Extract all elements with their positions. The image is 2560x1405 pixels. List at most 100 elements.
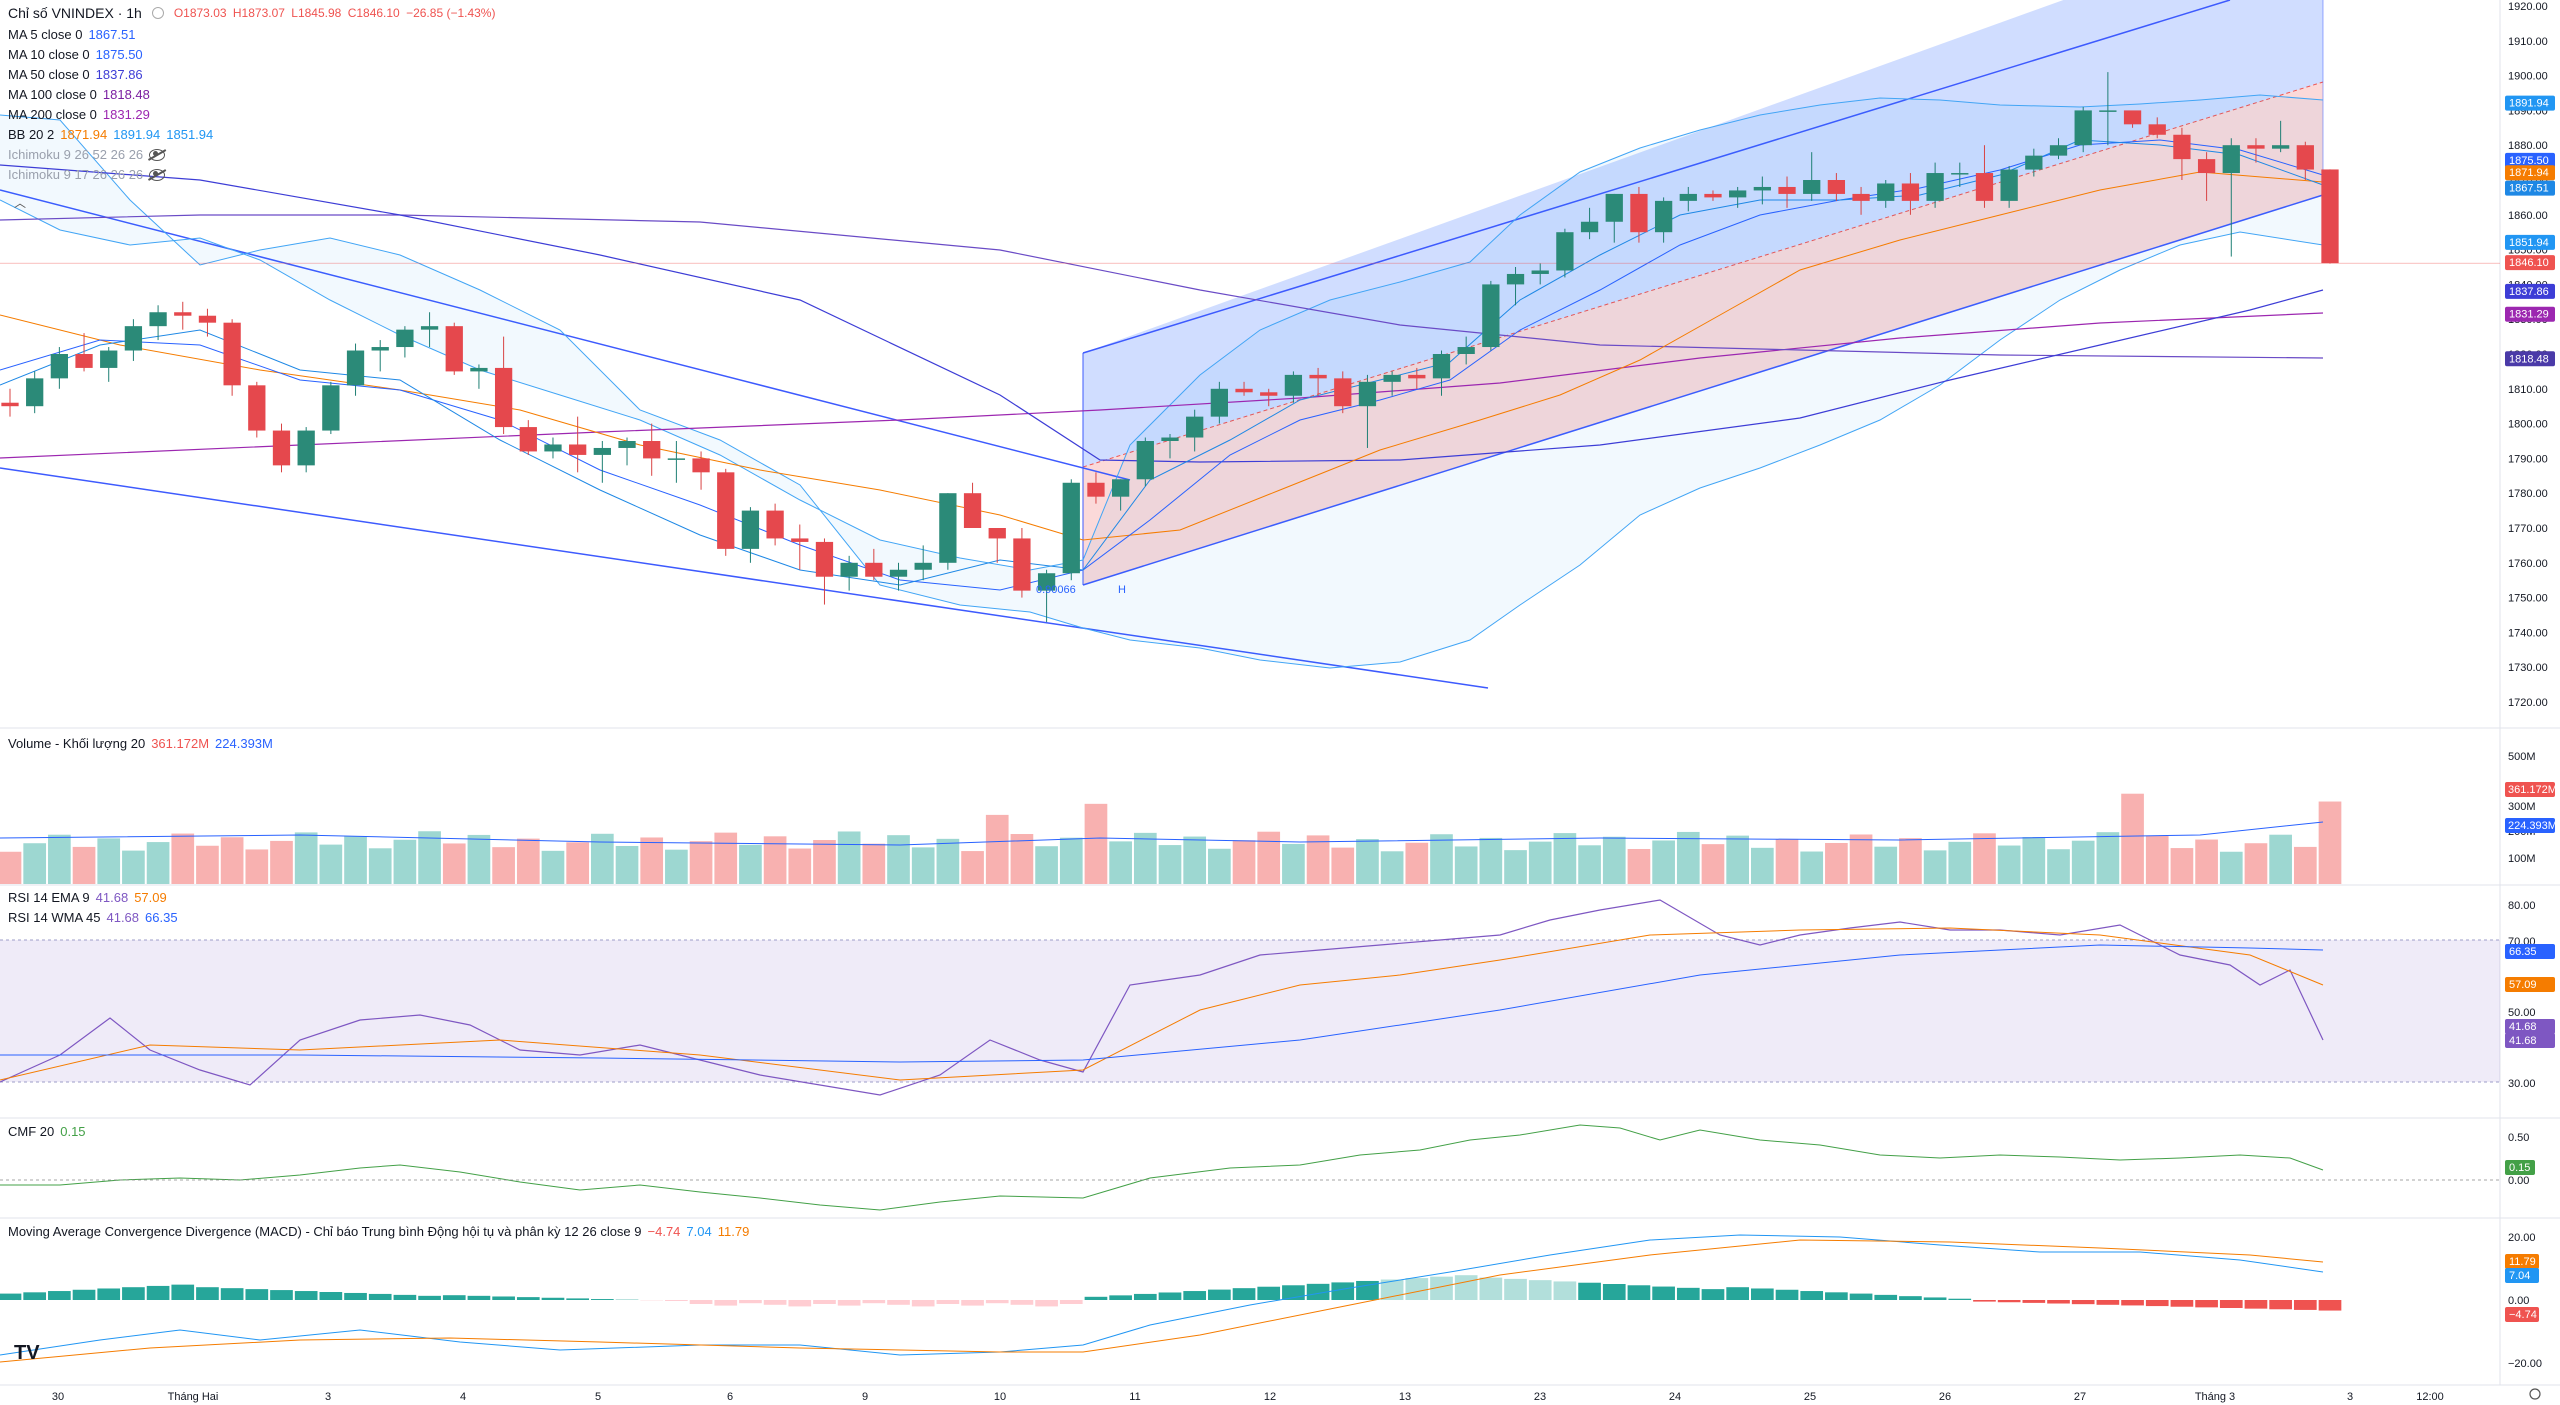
volume-bar bbox=[936, 838, 960, 884]
candle bbox=[470, 364, 488, 389]
candle bbox=[2321, 169, 2339, 264]
candle-body bbox=[1704, 193, 1722, 198]
candle bbox=[1556, 228, 1574, 278]
hidden-eye-icon[interactable] bbox=[149, 169, 166, 181]
legend-ichimoku-1[interactable]: Ichimoku 9 26 52 26 26 bbox=[8, 145, 213, 165]
volume-bar bbox=[418, 831, 441, 884]
legend-ichimoku-2[interactable]: Ichimoku 9 17 26 26 26 bbox=[8, 165, 213, 185]
candle-body bbox=[1531, 270, 1549, 274]
macd-histogram-bar bbox=[516, 1297, 540, 1300]
candle bbox=[2049, 138, 2068, 160]
cmf-legend[interactable]: CMF 20 0.15 bbox=[8, 1124, 86, 1139]
candle-body bbox=[1975, 173, 1994, 201]
candle bbox=[2099, 72, 2117, 146]
legend-ma5[interactable]: MA 5 close 0 1867.51 bbox=[8, 27, 136, 42]
macd-histogram-bar bbox=[1331, 1282, 1355, 1300]
candle-body bbox=[643, 441, 661, 459]
time-tick-label: 24 bbox=[1669, 1391, 1681, 1403]
macd-histogram-bar bbox=[1825, 1292, 1848, 1300]
macd-histogram-bar bbox=[2244, 1300, 2268, 1309]
rsi-pill-label: 57.09 bbox=[2509, 979, 2537, 991]
candle-body bbox=[2000, 169, 2018, 201]
candle-body bbox=[420, 326, 439, 330]
volume-bar bbox=[171, 833, 195, 884]
macd-histogram-bar bbox=[1997, 1300, 2021, 1303]
price-pill bbox=[2505, 283, 2555, 299]
macd-histogram-bar bbox=[1948, 1298, 1972, 1300]
rsi-tick-label: 80.00 bbox=[2508, 900, 2536, 912]
candle bbox=[1630, 186, 1648, 243]
candle bbox=[1334, 371, 1352, 414]
candle bbox=[1136, 437, 1154, 487]
macd-tick-label: −20.00 bbox=[2508, 1358, 2542, 1370]
legend-ma10[interactable]: MA 10 close 0 1875.50 bbox=[8, 47, 143, 62]
macd-pill-label: 11.79 bbox=[2509, 1256, 2536, 1268]
volume-bar bbox=[1751, 847, 1774, 884]
ma100-line bbox=[0, 214, 2324, 359]
hidden-eye-icon[interactable] bbox=[149, 149, 166, 161]
candle bbox=[1235, 381, 1253, 396]
candle bbox=[914, 545, 932, 581]
macd-pill bbox=[2505, 1268, 2539, 1283]
rsi-legend[interactable]: RSI 14 EMA 9 41.68 57.09 RSI 14 WMA 45 41.6… bbox=[8, 890, 178, 925]
candle-body bbox=[75, 354, 93, 368]
legend-ma50[interactable]: MA 50 close 0 1837.86 bbox=[8, 67, 143, 82]
candle-body bbox=[371, 347, 389, 351]
volume-bar bbox=[1059, 837, 1083, 884]
rsi-pill-label: 66.35 bbox=[2509, 946, 2537, 958]
candle-body bbox=[1284, 374, 1303, 396]
macd-histogram-bar bbox=[196, 1287, 219, 1300]
volume-bar bbox=[516, 838, 540, 884]
candle-body bbox=[717, 472, 735, 549]
candle bbox=[1926, 162, 1944, 208]
price-tick-label: 1740.00 bbox=[2508, 627, 2548, 639]
volume-bar bbox=[689, 841, 713, 884]
volume-legend[interactable]: Volume - Khối lượng 20 361.172M 224.393M bbox=[8, 736, 273, 751]
candle-body bbox=[248, 385, 266, 431]
macd-legend[interactable]: Moving Average Convergence Divergence (M… bbox=[8, 1224, 750, 1239]
candle-body bbox=[1309, 374, 1327, 379]
volume-bar bbox=[1726, 835, 1749, 884]
candle-body bbox=[272, 430, 291, 466]
candle-body bbox=[50, 354, 68, 379]
volume-bar bbox=[1676, 831, 1700, 884]
legend-ma100[interactable]: MA 100 close 0 1818.48 bbox=[8, 87, 150, 102]
tradingview-logo-icon[interactable]: TV bbox=[14, 1342, 40, 1364]
symbol-title[interactable]: Chỉ số VNINDEX · 1h bbox=[8, 5, 142, 21]
candle-body bbox=[865, 562, 883, 577]
price-pill bbox=[2505, 306, 2555, 322]
candle bbox=[889, 562, 908, 591]
volume-bar bbox=[2195, 839, 2218, 884]
volume-bar bbox=[1627, 848, 1651, 884]
volume-bar bbox=[837, 831, 861, 884]
candle-body bbox=[741, 510, 760, 549]
candle-body bbox=[1210, 388, 1228, 417]
candle bbox=[692, 451, 710, 490]
candle-body bbox=[1383, 374, 1401, 382]
volume-bar bbox=[739, 844, 762, 884]
legend-ma200[interactable]: MA 200 close 0 1831.29 bbox=[8, 107, 150, 122]
time-tick-label: Tháng 3 bbox=[2195, 1391, 2235, 1403]
collapse-legend-icon[interactable]: ︿ bbox=[14, 196, 27, 210]
time-tick-label: 30 bbox=[52, 1391, 64, 1403]
candle-body bbox=[1408, 374, 1426, 379]
volume-bar bbox=[1183, 836, 1207, 884]
candle-body bbox=[1729, 190, 1747, 198]
macd-pill bbox=[2505, 1254, 2539, 1269]
macd-histogram-bar bbox=[2022, 1300, 2046, 1303]
legend-bb[interactable]: BB 20 2 1871.94 1891.94 1851.94 bbox=[8, 127, 214, 142]
volume-bar bbox=[1380, 851, 1404, 884]
candle bbox=[1408, 367, 1426, 389]
volume-bar bbox=[813, 840, 836, 884]
price-pill-label: 1891.94 bbox=[2509, 98, 2549, 110]
candle-body bbox=[1136, 441, 1154, 480]
candle-body bbox=[2025, 155, 2043, 170]
price-pill-label: 1831.29 bbox=[2509, 309, 2549, 321]
price-pill bbox=[2505, 351, 2555, 367]
regression-channel-upper bbox=[1083, 0, 2323, 467]
price-tick-label: 1750.00 bbox=[2508, 593, 2548, 605]
price-pill-label: 1867.51 bbox=[2509, 183, 2549, 195]
candle-body bbox=[2272, 145, 2290, 149]
price-pill bbox=[2505, 165, 2555, 181]
